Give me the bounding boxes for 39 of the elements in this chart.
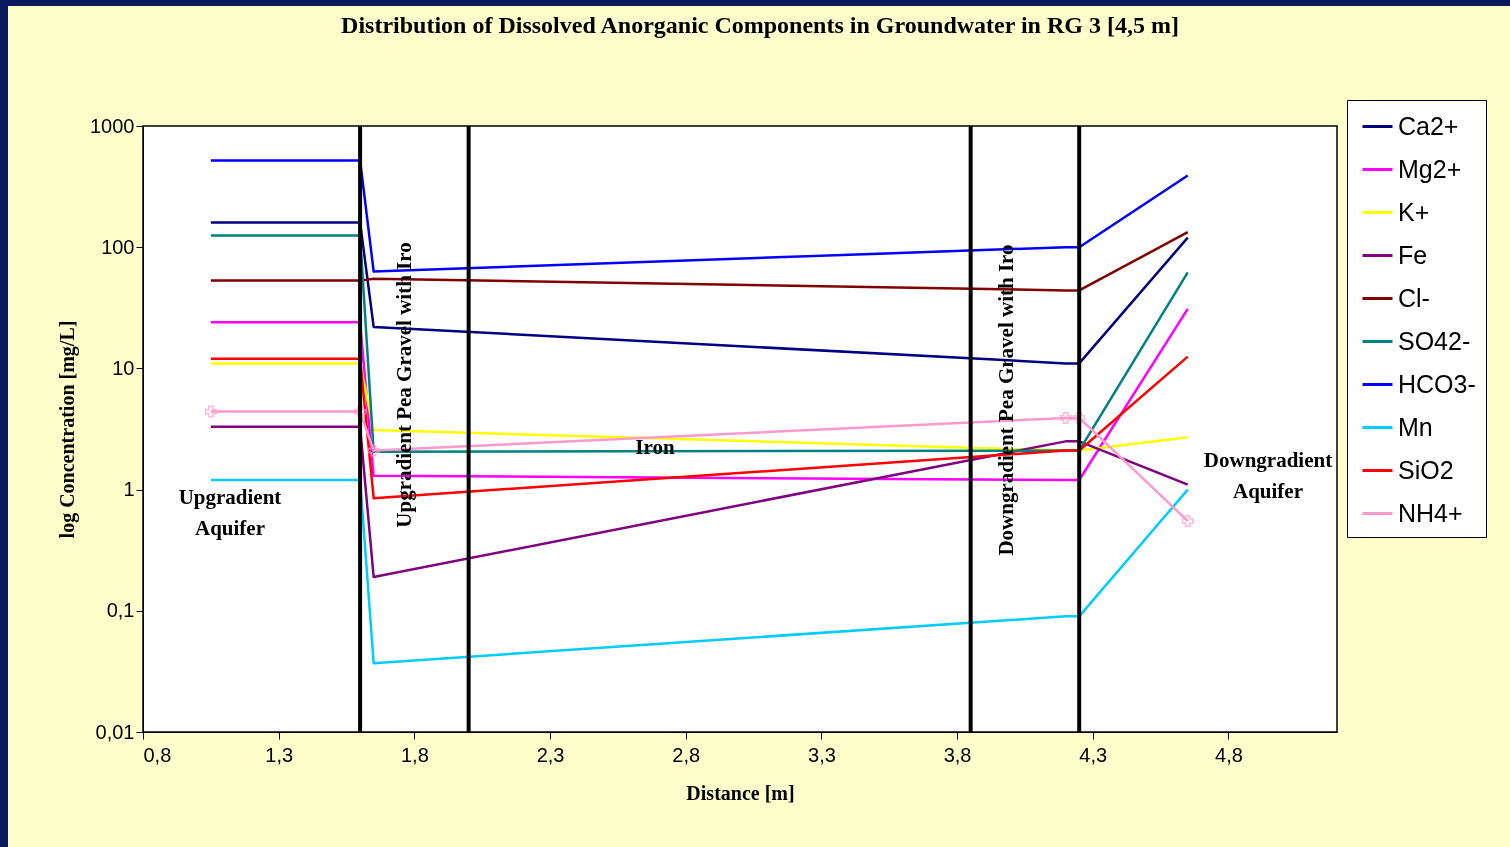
- legend-label: K+: [1398, 197, 1430, 226]
- legend-label: Cl-: [1398, 283, 1430, 312]
- y-tick-label: 1000: [90, 114, 135, 137]
- y-tick-label: 0,1: [106, 599, 135, 622]
- point: [354, 405, 367, 418]
- legend-label: Fe: [1398, 240, 1428, 269]
- x-tick-label: 3,3: [808, 743, 836, 766]
- x-tick-label: 4,8: [1215, 743, 1243, 766]
- legend-label: Mn: [1398, 412, 1433, 441]
- point: [1059, 411, 1072, 424]
- y-axis-title: log Concentration [mg/L]: [56, 320, 80, 539]
- y-tick-label: 1: [123, 478, 135, 501]
- y-tick-label: 10: [112, 356, 135, 379]
- legend-label: NH4+: [1398, 498, 1463, 527]
- annotation: Upgradient Aquifer: [178, 485, 282, 540]
- x-tick-label: 1,8: [400, 743, 429, 766]
- legend-label: Mg2+: [1398, 154, 1462, 183]
- line-series: [209, 159, 1189, 273]
- y-tick-label: 0,01: [95, 720, 135, 743]
- legend-label: Ca2+: [1398, 111, 1459, 140]
- y-tick-label: 100: [101, 235, 135, 258]
- point: [367, 444, 380, 457]
- x-tick-label: 2,8: [672, 743, 701, 766]
- x-tick-label: 0,8: [143, 743, 172, 766]
- point: [1073, 411, 1086, 424]
- chart-title: Distribution of Dissolved Anorganic Components in Groundwater in RG 3 [4,5 m]: [341, 11, 1179, 38]
- annotation: Upgradient Pea Gravel with Iro: [392, 242, 416, 528]
- x-tick-label: 4,3: [1079, 743, 1108, 766]
- x-tick-label: 3,8: [943, 743, 972, 766]
- annotation: Downgradient Aquifer: [1203, 448, 1333, 503]
- x-tick-label: 1,3: [265, 743, 294, 766]
- legend-label: SO42-: [1398, 326, 1471, 355]
- x-axis-title: Distance [m]: [686, 781, 795, 804]
- annotation: Downgradient Pea Gravel with Iro: [994, 244, 1018, 556]
- legend-label: HCO3-: [1398, 369, 1476, 398]
- point: [1181, 515, 1194, 528]
- x-tick-label: 2,3: [536, 743, 565, 766]
- point: [204, 405, 217, 418]
- legend-label: SiO2: [1398, 455, 1454, 484]
